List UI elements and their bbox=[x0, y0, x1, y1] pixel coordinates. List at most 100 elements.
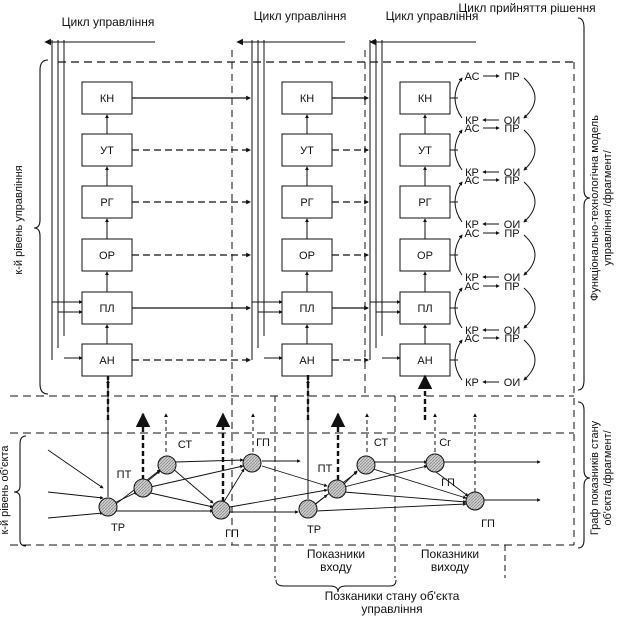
node-tr1 bbox=[98, 497, 118, 517]
decision-loop-4: АС ПР КР ОИ bbox=[450, 228, 536, 284]
box-label-2-4: ОР bbox=[299, 250, 315, 262]
node-st2 bbox=[356, 455, 376, 475]
control-column-3: КН УТ РГ ОР ПЛ АН bbox=[369, 40, 451, 377]
loop-label-1-3: КР bbox=[465, 115, 479, 127]
loop-label-3-4: ОИ bbox=[504, 219, 520, 231]
node-label-ct3: Сr bbox=[439, 437, 451, 449]
left-bottom-brace bbox=[13, 435, 27, 547]
loop-label-1-1: АС bbox=[464, 71, 479, 83]
box-2-6 bbox=[281, 343, 333, 377]
box-label-1-3: РГ bbox=[100, 197, 113, 209]
node-pt1 bbox=[133, 478, 153, 498]
node-label-gp4: ГП bbox=[481, 518, 495, 530]
decision-loops: АС ПР КР ОИ АС ПР КР ОИ АС ПР КР ОИ АС ПР КР ОИ АС ПР КР ОИ… bbox=[450, 71, 536, 389]
node-label-pt1: ПТ bbox=[117, 469, 132, 481]
box-3-1 bbox=[399, 81, 451, 115]
loop-label-3-3: КР bbox=[465, 219, 479, 231]
box-2-3 bbox=[281, 185, 333, 219]
node-label-gp1: ГП bbox=[256, 437, 270, 449]
label-input-indicators: Показники входу bbox=[307, 547, 365, 574]
control-columns: КН УТ РГ ОР ПЛ АН КН УТ РГ ОР ПЛ АН КН УТ РГ ОР ПЛ АН bbox=[51, 40, 451, 377]
loop-label-6-2: ПР bbox=[504, 333, 519, 345]
box-label-2-3: РГ bbox=[300, 197, 313, 209]
loop-label-4-4: ОИ bbox=[504, 272, 520, 284]
decision-loop-1: АС ПР КР ОИ bbox=[450, 71, 536, 127]
box-label-2-2: УТ bbox=[300, 145, 314, 157]
box-2-2 bbox=[281, 133, 333, 167]
box-1-3 bbox=[81, 185, 133, 219]
cycle-label-right: Цикл управління bbox=[386, 9, 479, 23]
node-ct3 bbox=[425, 453, 445, 473]
state-graph-node-labels: ТР ПТ СТ ГП ГП ПТ СТ ТР Сr ГП ГП bbox=[111, 437, 495, 540]
decision-loop-5: АС ПР КР ОИ bbox=[450, 281, 536, 337]
node-gp1 bbox=[242, 453, 262, 473]
node-pt2 bbox=[327, 479, 347, 499]
right-top-brace bbox=[577, 17, 591, 391]
box-label-3-1: КН bbox=[418, 93, 432, 105]
box-label-2-6: АН bbox=[299, 355, 314, 367]
node-label-pt2: ПТ bbox=[318, 463, 333, 475]
node-tr2 bbox=[298, 499, 318, 519]
label-output-indicators: Показники виходу bbox=[421, 547, 479, 574]
node-label-st1: СТ bbox=[178, 439, 193, 451]
box-1-1 bbox=[81, 81, 133, 115]
loop-label-6-4: ОИ bbox=[504, 377, 520, 389]
node-label-tr2: ТР bbox=[307, 524, 321, 536]
loop-label-6-3: КР bbox=[465, 377, 479, 389]
loop-label-3-2: ПР bbox=[504, 175, 519, 187]
side-label-object-level: к-й рівень об'єкта bbox=[0, 445, 11, 535]
node-label-tr1: ТР bbox=[111, 522, 125, 534]
node-st1 bbox=[157, 455, 177, 475]
node-label-st2: СТ bbox=[374, 437, 389, 449]
loop-label-2-1: АС bbox=[464, 123, 479, 135]
node-label-gp3: ГП bbox=[441, 477, 455, 489]
box-2-5 bbox=[281, 291, 333, 325]
box-label-3-3: РГ bbox=[418, 197, 431, 209]
decision-loop-3: АС ПР КР ОИ bbox=[450, 175, 536, 231]
box-label-3-6: АН bbox=[417, 355, 432, 367]
loop-label-5-3: КР bbox=[465, 325, 479, 337]
loop-label-4-1: АС bbox=[464, 228, 479, 240]
cycle-label-left: Цикл управління bbox=[62, 15, 155, 29]
decision-loop-6: АС ПР КР ОИ bbox=[450, 333, 536, 389]
side-label-control-level: к-й рівень управління bbox=[13, 165, 25, 274]
node-gp4 bbox=[465, 491, 485, 511]
loop-label-5-2: ПР bbox=[504, 281, 519, 293]
loop-label-1-4: ОИ bbox=[504, 115, 520, 127]
box-2-4 bbox=[281, 238, 333, 272]
box-label-1-1: КН bbox=[100, 93, 114, 105]
control-column-1: КН УТ РГ ОР ПЛ АН bbox=[51, 40, 251, 377]
box-label-1-2: УТ bbox=[100, 145, 114, 157]
decision-loop-2: АС ПР КР ОИ bbox=[450, 123, 536, 179]
box-label-1-4: ОР bbox=[99, 250, 115, 262]
box-label-2-1: КН bbox=[300, 93, 314, 105]
box-3-3 bbox=[399, 185, 451, 219]
side-label-state-graph: Граф показників стануоб'єкта /фрагмент/ bbox=[589, 420, 614, 535]
box-label-1-6: АН bbox=[99, 355, 114, 367]
bottom-input-brace bbox=[275, 579, 397, 593]
control-column-2: КН УТ РГ ОР ПЛ АН bbox=[251, 40, 369, 377]
state-graph-edges bbox=[47, 449, 541, 519]
side-label-functional-model: Функціонально-технологічна модельуправлі… bbox=[589, 115, 614, 301]
node-gp2 bbox=[211, 500, 231, 520]
right-bottom-brace bbox=[577, 401, 591, 549]
level-links bbox=[106, 374, 477, 502]
loop-label-3-1: АС bbox=[464, 175, 479, 187]
loop-label-2-3: КР bbox=[465, 167, 479, 179]
box-label-3-4: ОР bbox=[417, 250, 433, 262]
cycle-label-middle: Цикл управління bbox=[254, 9, 347, 23]
box-1-5 bbox=[81, 291, 133, 325]
loop-label-2-4: ОИ bbox=[504, 167, 520, 179]
loop-label-4-2: ПР bbox=[504, 228, 519, 240]
node-label-gp2: ГП bbox=[225, 528, 239, 540]
box-label-1-5: ПЛ bbox=[99, 303, 114, 315]
box-3-4 bbox=[399, 238, 451, 272]
left-top-brace bbox=[33, 59, 49, 395]
loop-label-5-4: ОИ bbox=[504, 325, 520, 337]
label-state-indicators: Позканики стану об'єкта управління bbox=[325, 589, 460, 616]
loop-label-2-2: ПР bbox=[504, 123, 519, 135]
box-2-1 bbox=[281, 81, 333, 115]
box-label-3-5: ПЛ bbox=[417, 303, 432, 315]
loop-label-4-3: КР bbox=[465, 272, 479, 284]
